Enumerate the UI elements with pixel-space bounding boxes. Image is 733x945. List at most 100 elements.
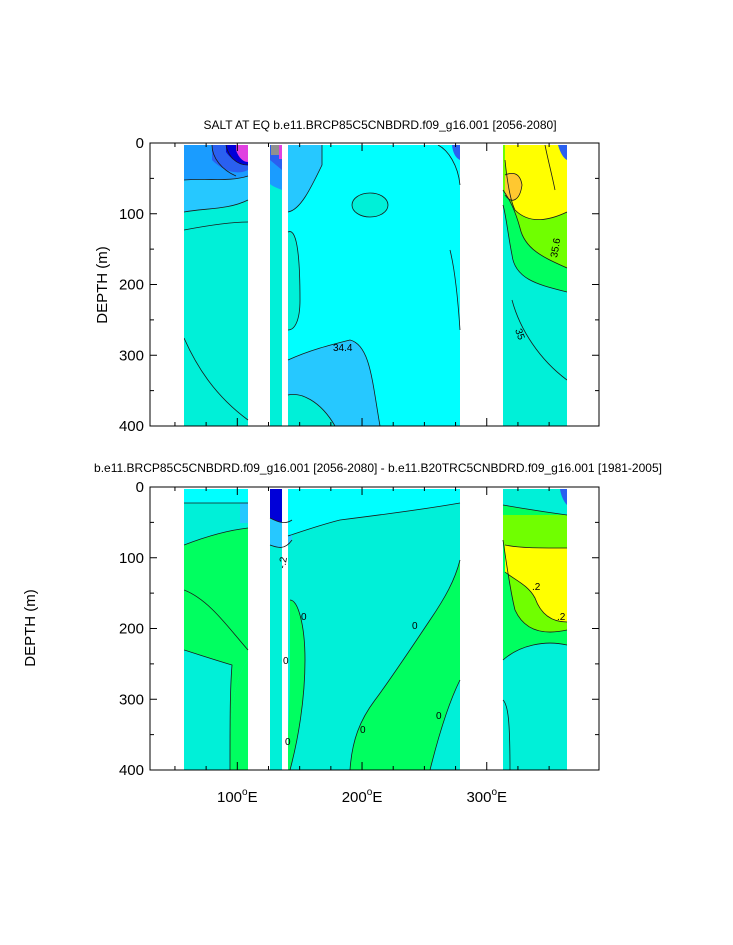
top-contour-line [502, 204, 567, 293]
top-atlantic-yellow-layer [505, 145, 567, 220]
bottom-contour-label-0: 0 [412, 621, 418, 632]
bottom-title: b.e11.BRCP85C5CNBDRD.f09_g16.001 [2056-2… [94, 461, 662, 475]
top-land-mask-4 [496, 145, 498, 165]
top-contour-line [544, 145, 556, 191]
bottom-y-tick-label: 0 [136, 479, 144, 496]
bottom-y-ticks: 0 100 200 300 400 [119, 479, 599, 779]
bottom-panel: b.e11.BRCP85C5CNBDRD.f09_g16.001 [2056-2… [22, 461, 662, 806]
bottom-contour-label-0: 0 [436, 711, 442, 722]
top-contour-line [184, 337, 249, 421]
top-land-mask-2 [282, 145, 288, 426]
bottom-atlantic-yellow [505, 545, 567, 622]
top-land-mask-3 [460, 145, 503, 426]
bottom-contour-line [504, 544, 567, 549]
bottom-west-aqua-lens [184, 650, 232, 770]
bottom-contour-line [502, 642, 567, 661]
top-y-tick-label: 400 [119, 418, 144, 435]
bottom-y-tick-label: 200 [119, 621, 144, 638]
top-east-edge [452, 145, 460, 160]
bottom-atlantic-aqua-deep [503, 643, 567, 770]
top-contour-line [449, 249, 461, 331]
top-contour-field [184, 145, 567, 426]
top-y-tick-label: 200 [119, 277, 144, 294]
top-y-tick-label: 0 [136, 135, 144, 152]
x-tick-label: 100oE [217, 787, 258, 806]
top-contour-line [211, 145, 237, 177]
x-tick-label: 300oE [466, 787, 507, 806]
bottom-contour-line [429, 679, 461, 770]
top-strip-1-gray [271, 145, 279, 155]
top-contour-line [287, 145, 323, 213]
bottom-west-green-layer [184, 528, 248, 770]
top-contour-label-34-4: 34.4 [333, 343, 353, 354]
top-strip-1 [270, 145, 282, 426]
top-contour-line [287, 394, 336, 426]
top-contour-label-35-6: 35.6 [549, 237, 563, 259]
bottom-x-ticks: 100oE 200oE 300oE [174, 487, 550, 806]
top-contour-line [437, 145, 461, 186]
bottom-land-mask-2 [282, 489, 288, 770]
bottom-atlantic-aqua-top [503, 489, 567, 515]
bottom-pacific-aqua-top [288, 489, 460, 536]
bottom-contour-label-0: 0 [301, 612, 307, 623]
top-contour-line [184, 199, 249, 213]
top-pacific-aqua-bottom [288, 394, 335, 426]
bottom-contour-label-0: 0 [360, 725, 366, 736]
bottom-land-mask-4 [496, 489, 498, 503]
top-x-ticks [174, 143, 550, 426]
top-contour-line [287, 231, 301, 331]
top-y-tick-label: 300 [119, 347, 144, 364]
top-contour-label-35: 35 [512, 327, 526, 342]
top-y-ticks: 0 100 200 300 400 [119, 135, 599, 435]
bottom-contour-line [269, 517, 293, 524]
bottom-atlantic-east-edge [560, 489, 567, 505]
bottom-y-tick-label: 400 [119, 762, 144, 779]
bottom-contour-line [502, 504, 567, 516]
x-tick-label: 200oE [342, 787, 383, 806]
top-title: SALT AT EQ b.e11.BRCP85C5CNBDRD.f09_g16.… [203, 118, 556, 132]
bottom-contour-label-0: 0 [285, 737, 291, 748]
top-land-mask-1 [248, 145, 270, 426]
bottom-contour-line [184, 527, 249, 546]
bottom-strip-1 [270, 489, 282, 770]
top-contour-line [351, 192, 389, 218]
bottom-y-axis-label: DEPTH (m) [22, 589, 39, 667]
bottom-contour-field [184, 489, 567, 770]
bottom-contour-line [184, 649, 233, 770]
bottom-contour-line [287, 502, 461, 537]
bottom-land-mask-1 [248, 489, 270, 770]
top-pacific-sky-surface [288, 145, 322, 212]
bottom-west-surface [184, 489, 248, 503]
top-contour-line [504, 173, 523, 201]
bottom-contour-label-minus-0-2: -.2 [277, 556, 290, 570]
top-panel: SALT AT EQ b.e11.BRCP85C5CNBDRD.f09_g16.… [94, 118, 600, 435]
top-atlantic-east-edge [558, 145, 567, 160]
top-pacific-aqua-lens [352, 193, 388, 217]
bottom-contour-label-0: 0 [283, 656, 289, 667]
top-y-tick-label: 100 [119, 206, 144, 223]
bottom-contour-line [349, 559, 461, 770]
bottom-contour-line [502, 699, 511, 770]
top-west-magenta-core [236, 145, 248, 162]
bottom-contour-line [269, 539, 293, 548]
top-contour-line [511, 299, 567, 381]
top-atlantic-orange-core [505, 173, 522, 201]
bottom-pacific-green-band [350, 560, 460, 770]
bottom-contour-line [184, 589, 249, 651]
bottom-contour-line [502, 539, 567, 633]
top-y-axis-label: DEPTH (m) [94, 246, 111, 324]
top-contour-line [504, 159, 567, 221]
top-contour-line [287, 339, 381, 426]
bottom-contour-label-0-2: .2 [557, 612, 566, 623]
top-contour-line [184, 221, 249, 231]
bottom-pacific-green-tongue [286, 600, 305, 770]
bottom-y-tick-label: 300 [119, 691, 144, 708]
bottom-y-tick-label: 100 [119, 550, 144, 567]
bottom-contour-label-0-2: .2 [532, 582, 541, 593]
bottom-west-aqua-top [184, 503, 248, 545]
top-pacific-aqua-tongue [288, 231, 300, 330]
bottom-contour-line [504, 571, 567, 623]
top-contour-line [225, 145, 249, 166]
bottom-west-edge [240, 503, 248, 523]
